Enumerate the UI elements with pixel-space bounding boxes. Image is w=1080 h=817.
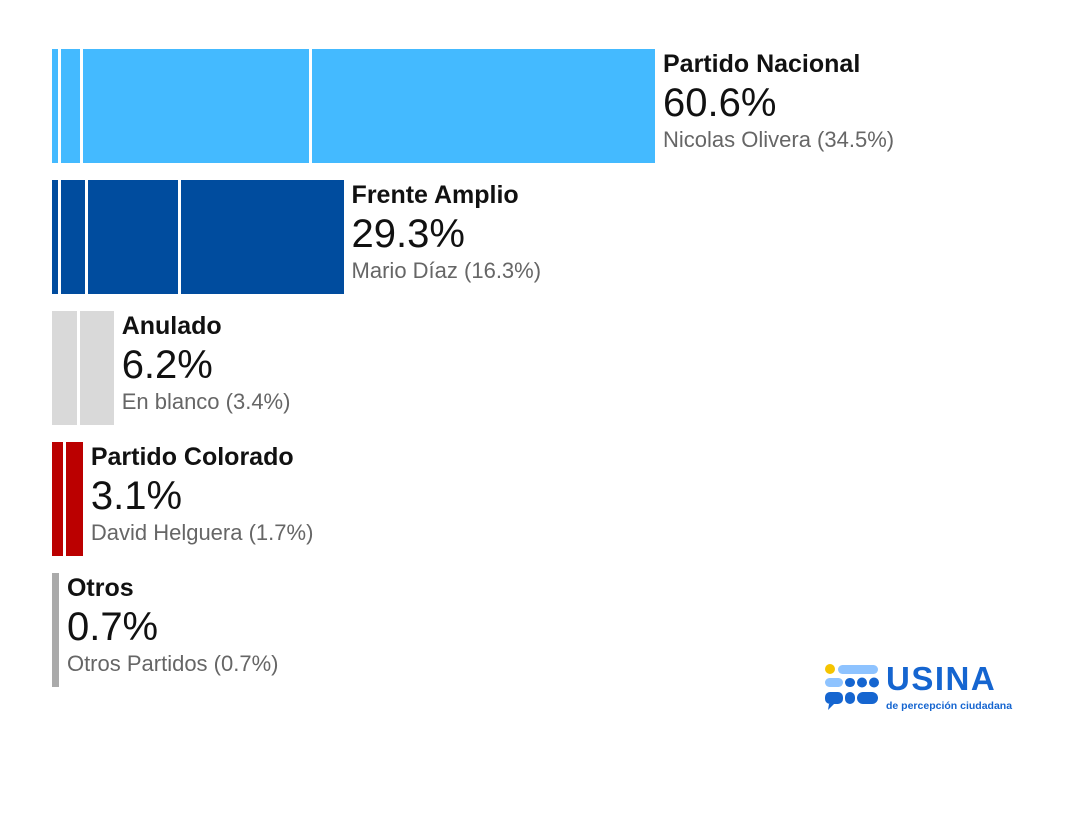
bar-label: Partido Colorado 3.1% David Helguera (1.7%…: [91, 442, 314, 546]
bar: [52, 49, 655, 163]
vote-share-chart: Partido Nacional 60.6% Nicolas Olivera (34…: [52, 49, 894, 687]
bar-segment: [52, 49, 58, 163]
party-name: Anulado: [121, 312, 222, 340]
bar-segment: [52, 573, 59, 687]
party-name: Partido Nacional: [663, 50, 861, 78]
value-label: 60.6%: [663, 81, 777, 125]
bar-segment: [60, 180, 85, 294]
value-label: 0.7%: [66, 605, 159, 649]
bar-segment: [65, 442, 83, 556]
bar: [52, 180, 344, 294]
bar-segment: [181, 180, 344, 294]
bar-label: Anulado 6.2% En blanco (3.4%): [122, 311, 291, 415]
value-label: 3.1%: [90, 474, 183, 518]
candidate-label: En blanco (3.4%): [121, 389, 291, 414]
candidate-label: David Helguera (1.7%): [90, 520, 314, 545]
bar-segment: [311, 49, 655, 163]
usina-logo-icon: [825, 664, 879, 710]
party-name: Frente Amplio: [351, 181, 519, 209]
usina-logo-wordmark: USINA: [886, 660, 997, 697]
party-name: Otros: [66, 574, 134, 602]
bar: [52, 442, 83, 556]
candidate-label: Mario Díaz (16.3%): [351, 258, 542, 283]
value-label: 29.3%: [351, 212, 465, 256]
party-name: Partido Colorado: [90, 443, 294, 471]
value-label: 6.2%: [121, 343, 213, 387]
bar-segment: [82, 49, 309, 163]
bar-segment: [79, 311, 114, 425]
candidate-label: Nicolas Olivera (34.5%): [663, 127, 895, 152]
bar-label: Partido Nacional 60.6% Nicolas Olivera (34…: [663, 49, 894, 153]
candidate-label: Otros Partidos (0.7%): [66, 651, 279, 676]
usina-logo: USINA de percepción ciudadana: [824, 660, 1024, 722]
bar-segment: [60, 49, 80, 163]
bar-segment: [52, 311, 77, 425]
bar-segment: [87, 180, 179, 294]
bar: [52, 573, 59, 687]
bar: [52, 311, 114, 425]
bar-segment: [52, 442, 63, 556]
bar-segment: [52, 180, 58, 294]
bar-label: Otros 0.7% Otros Partidos (0.7%): [67, 573, 279, 677]
usina-logo-tagline: de percepción ciudadana: [886, 700, 1013, 712]
bar-label: Frente Amplio 29.3% Mario Díaz (16.3%): [352, 180, 542, 284]
